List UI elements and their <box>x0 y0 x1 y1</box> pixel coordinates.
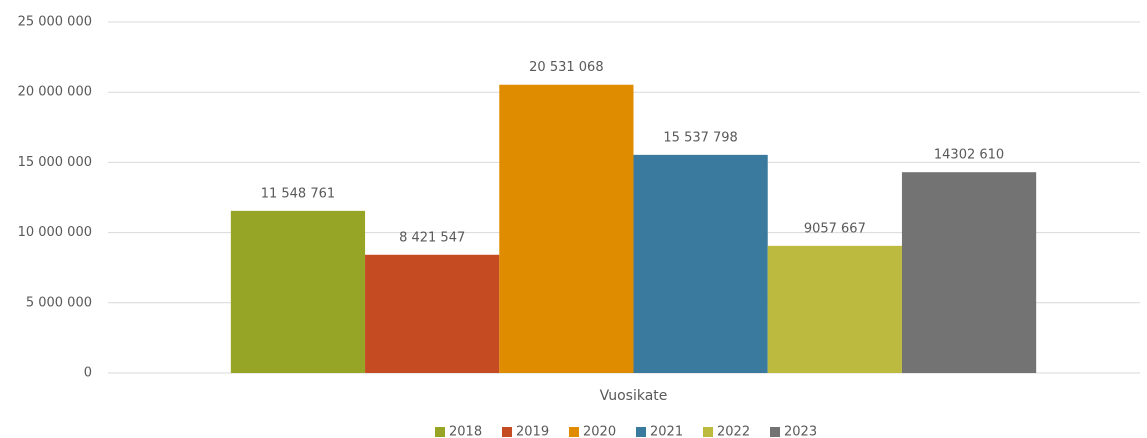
y-tick-label: 20 000 000 <box>18 85 92 100</box>
data-label: 9057 667 <box>804 221 866 236</box>
legend-swatch <box>770 427 780 437</box>
data-label: 8 421 547 <box>399 230 465 245</box>
bar <box>230 210 366 373</box>
legend-label: 2020 <box>583 425 616 438</box>
x-tick-label: Vuosikate <box>600 388 668 404</box>
data-label: 14302 610 <box>934 148 1004 163</box>
legend-swatch <box>636 427 646 437</box>
data-label: 20 531 068 <box>529 60 603 75</box>
bar <box>767 245 902 373</box>
legend-swatch <box>435 427 445 437</box>
y-tick-label: 10 000 000 <box>18 225 92 240</box>
bar <box>901 172 1037 373</box>
y-tick-label: 25 000 000 <box>18 15 92 30</box>
y-tick-label: 15 000 000 <box>18 155 92 170</box>
legend-swatch <box>703 427 713 437</box>
legend-swatch <box>569 427 579 437</box>
legend-label: 2021 <box>650 425 683 438</box>
legend-label: 2023 <box>784 425 817 438</box>
legend-label: 2019 <box>516 425 549 438</box>
bar <box>365 254 500 373</box>
data-label: 11 548 761 <box>261 186 335 201</box>
data-label: 15 537 798 <box>663 130 737 145</box>
bar <box>633 154 768 373</box>
legend-label: 2022 <box>717 425 750 438</box>
y-tick-label: 5 000 000 <box>26 295 92 310</box>
bar <box>499 84 634 373</box>
legend-label: 2018 <box>449 425 482 438</box>
legend-swatch <box>502 427 512 437</box>
y-tick-label: 0 <box>84 366 92 381</box>
